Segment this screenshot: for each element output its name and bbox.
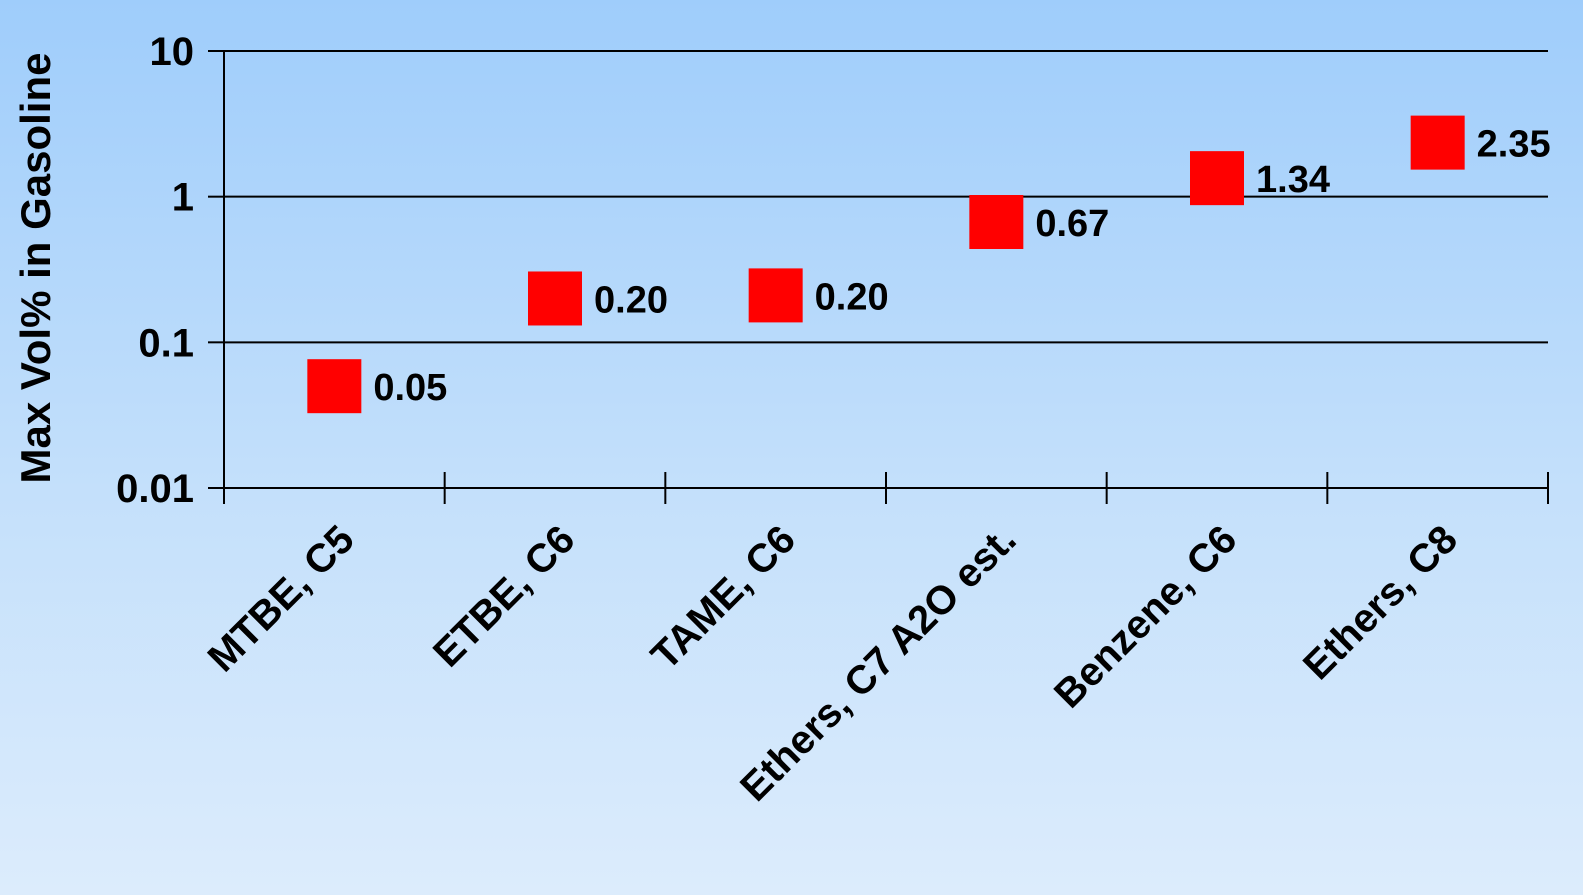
marks-layer bbox=[307, 115, 1465, 414]
data-label-3: 0.67 bbox=[1035, 203, 1109, 245]
data-point-1 bbox=[528, 271, 582, 326]
y-axis-title: Max Vol% in Gasoline bbox=[12, 53, 59, 484]
data-point-2 bbox=[748, 268, 803, 323]
y-tick-label-0: 10 bbox=[150, 30, 195, 74]
axis-layer bbox=[208, 50, 1549, 504]
grid-layer bbox=[224, 50, 1548, 344]
data-label-1: 0.20 bbox=[594, 279, 668, 321]
data-label-5: 2.35 bbox=[1477, 124, 1551, 166]
data-point-3 bbox=[969, 195, 1024, 250]
y-tick-label-2: 0.1 bbox=[138, 321, 194, 365]
data-point-0 bbox=[307, 359, 362, 414]
x-category-label-2: TAME, C6 bbox=[643, 517, 804, 678]
x-category-label-5: Ethers, C8 bbox=[1295, 517, 1466, 688]
data-point-5 bbox=[1410, 115, 1465, 170]
x-category-label-1: ETBE, C6 bbox=[425, 517, 583, 675]
data-label-0: 0.05 bbox=[373, 367, 447, 409]
data-point-4 bbox=[1190, 151, 1244, 206]
y-tick-label-1: 1 bbox=[172, 176, 194, 220]
data-label-4: 1.34 bbox=[1256, 159, 1330, 201]
y-tick-label-3: 0.01 bbox=[116, 467, 194, 511]
x-category-label-4: Benzene, C6 bbox=[1046, 517, 1245, 716]
data-label-2: 0.20 bbox=[815, 276, 889, 318]
x-category-label-0: MTBE, C5 bbox=[200, 517, 363, 680]
